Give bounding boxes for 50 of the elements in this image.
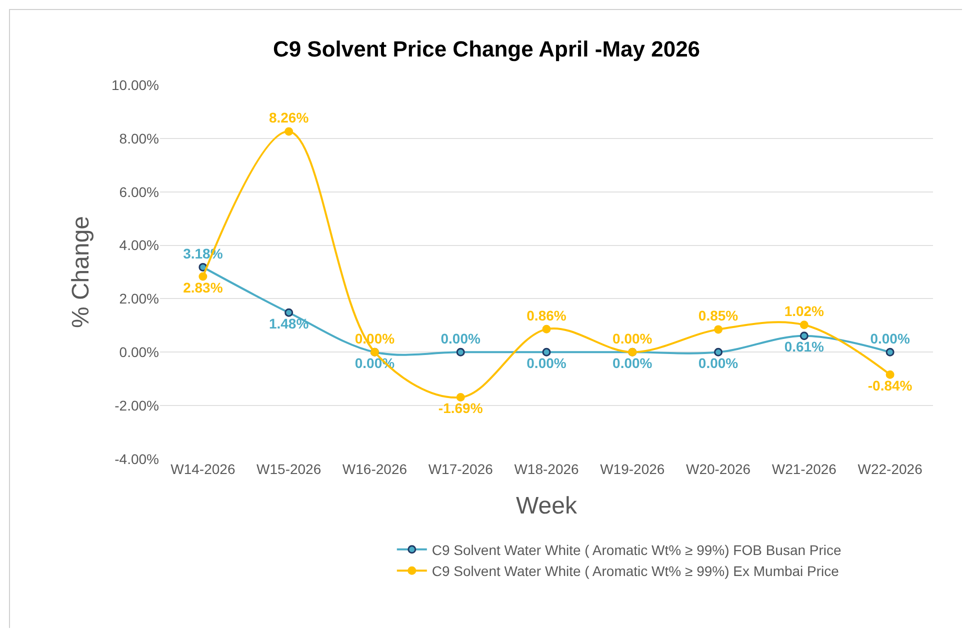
- data-label: 0.00%: [870, 330, 910, 346]
- data-label: 0.00%: [698, 355, 739, 372]
- data-label: 1.02%: [784, 303, 825, 320]
- y-tick-label: 10.00%: [112, 76, 159, 93]
- point: [886, 370, 894, 379]
- y-tick-label: -4.00%: [114, 450, 159, 467]
- data-label: 0.00%: [612, 330, 653, 346]
- x-tick-label: W17-2026: [428, 461, 494, 477]
- x-tick-label: W14-2026: [170, 461, 236, 477]
- point: [284, 127, 294, 136]
- y-tick-label: -2.00%: [114, 397, 159, 414]
- x-tick-label: W19-2026: [600, 461, 665, 477]
- data-label: 0.00%: [526, 355, 567, 372]
- data-label: 8.26%: [268, 110, 310, 126]
- y-axis-title: % Change: [68, 216, 95, 328]
- x-tick-label: W16-2026: [342, 461, 408, 477]
- y-tick-label: 6.00%: [119, 184, 159, 200]
- point: [456, 393, 465, 402]
- x-tick-label: W15-2026: [256, 461, 322, 477]
- data-label: -0.84%: [868, 377, 913, 394]
- x-axis-title: Week: [516, 492, 578, 520]
- data-label: 0.86%: [526, 307, 567, 324]
- data-label: -1.69%: [438, 400, 484, 416]
- point: [542, 324, 551, 334]
- chart-title: C9 Solvent Price Change April -May 2026: [272, 36, 700, 62]
- point: [456, 348, 465, 356]
- point: [714, 348, 723, 356]
- point: [542, 348, 551, 356]
- y-tick-label: 2.00%: [119, 290, 159, 307]
- y-tick-label: 8.00%: [119, 130, 159, 146]
- data-label: 1.48%: [268, 315, 310, 332]
- point: [886, 348, 894, 356]
- point: [800, 320, 808, 330]
- x-tick-label: W18-2026: [514, 461, 580, 477]
- legend-label: C9 Solvent Water White ( Aromatic Wt% ≥ 99%) Ex Mumbai Price: [432, 563, 840, 580]
- point: [800, 332, 808, 340]
- x-tick-label: W22-2026: [858, 461, 923, 477]
- data-label: 0.61%: [784, 338, 825, 355]
- x-tick-label: W20-2026: [686, 461, 751, 477]
- point: [198, 272, 208, 281]
- data-label: 2.83%: [183, 279, 224, 296]
- x-tick-label: W21-2026: [772, 461, 837, 477]
- data-label: 0.00%: [612, 355, 653, 372]
- y-tick-label: 4.00%: [119, 237, 159, 254]
- point: [284, 308, 294, 317]
- data-label: 0.85%: [698, 308, 739, 324]
- data-label: 0.00%: [440, 330, 482, 346]
- legend-label: C9 Solvent Water White ( Aromatic Wt% ≥ 99%) FOB Busan Price: [432, 542, 842, 558]
- y-tick-label: 0.00%: [119, 344, 159, 360]
- point: [714, 325, 723, 334]
